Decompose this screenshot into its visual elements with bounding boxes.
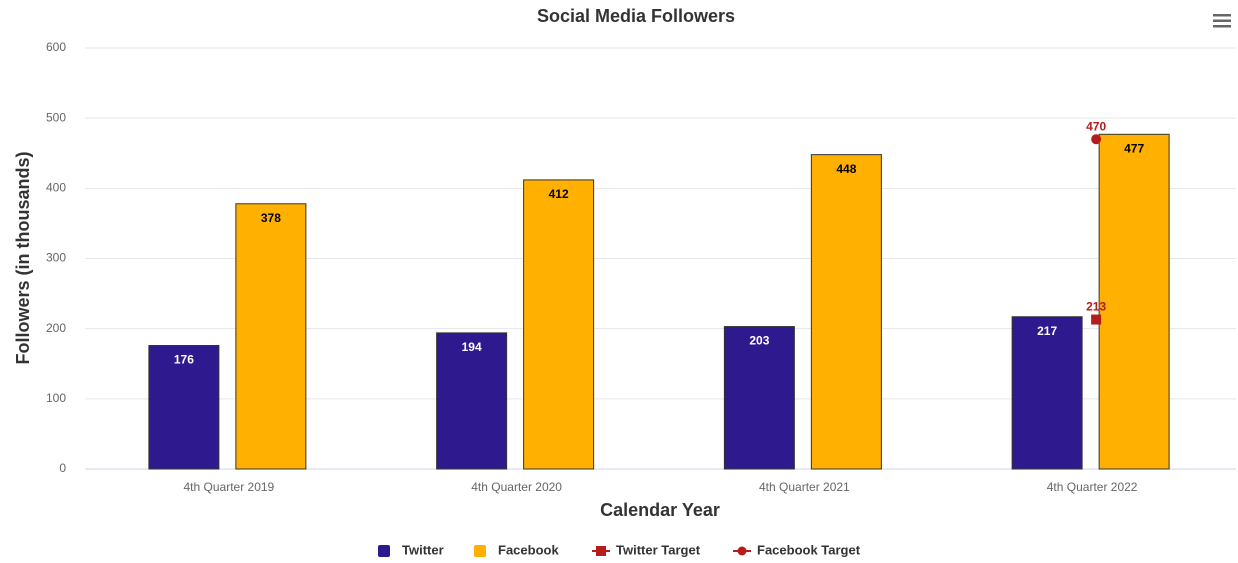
data-label: 217 <box>1037 324 1057 338</box>
data-label: 378 <box>261 211 281 225</box>
bar <box>523 179 595 470</box>
data-label: 412 <box>549 187 569 201</box>
x-tick-label: 4th Quarter 2020 <box>471 480 562 494</box>
data-label: 213 <box>1086 300 1106 314</box>
target-marker <box>1091 314 1102 325</box>
chart-title: Social Media Followers <box>537 6 735 26</box>
x-tick-label: 4th Quarter 2022 <box>1047 480 1138 494</box>
x-tick-label: 4th Quarter 2019 <box>184 480 275 494</box>
y-tick-label: 500 <box>46 110 66 124</box>
menu-icon[interactable] <box>1213 14 1231 28</box>
legend-label: Twitter Target <box>616 542 701 557</box>
y-axis-title: Followers (in thousands) <box>13 151 33 364</box>
legend-swatch <box>378 545 390 557</box>
bar <box>723 326 795 470</box>
legend-label: Facebook Target <box>757 542 861 557</box>
bar <box>235 203 307 470</box>
data-label: 448 <box>836 162 856 176</box>
legend-marker <box>737 546 747 556</box>
menu-bar <box>1213 14 1231 17</box>
data-label: 477 <box>1124 141 1144 155</box>
legend-label: Twitter <box>402 542 444 557</box>
data-label: 470 <box>1086 119 1106 133</box>
y-tick-label: 200 <box>46 321 66 335</box>
bar <box>148 345 220 470</box>
legend-marker <box>596 546 606 556</box>
menu-bar <box>1213 19 1231 22</box>
bar <box>1098 133 1170 470</box>
y-tick-label: 400 <box>46 181 66 195</box>
y-tick-label: 600 <box>46 40 66 54</box>
y-tick-label: 0 <box>59 461 66 475</box>
x-tick-label: 4th Quarter 2021 <box>759 480 850 494</box>
y-tick-label: 100 <box>46 391 66 405</box>
bar <box>810 154 882 470</box>
target-marker <box>1091 134 1102 145</box>
legend-swatch <box>474 545 486 557</box>
data-label: 194 <box>462 340 482 354</box>
bar <box>1011 316 1083 470</box>
data-label: 176 <box>174 353 194 367</box>
legend-label: Facebook <box>498 542 559 557</box>
bar <box>436 332 508 470</box>
y-tick-label: 300 <box>46 251 66 265</box>
data-label: 203 <box>749 334 769 348</box>
x-axis-title: Calendar Year <box>600 500 720 520</box>
menu-bar <box>1213 25 1231 28</box>
